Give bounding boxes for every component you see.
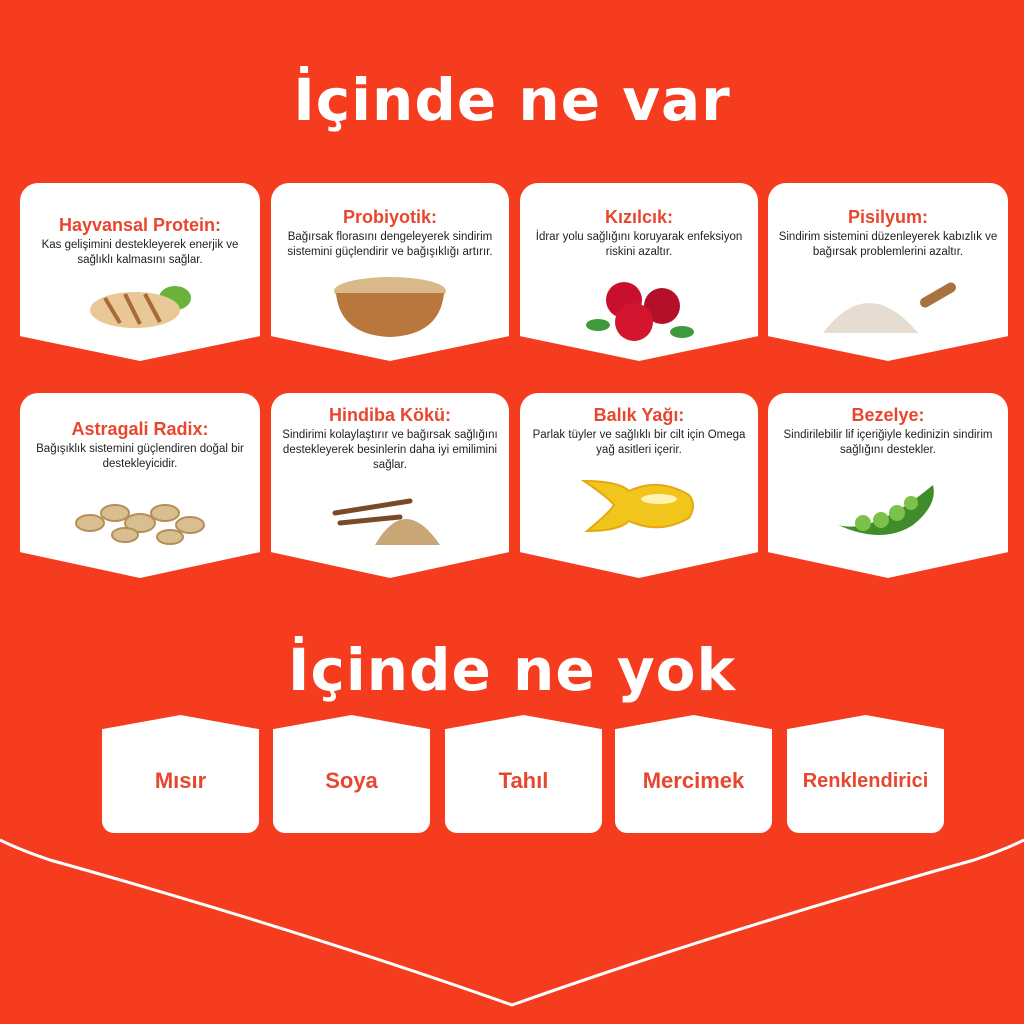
excluded-label: Renklendirici [802,769,929,792]
ingredient-title: Hindiba Kökü: [329,405,451,425]
excluded-label: Mısır [154,768,207,793]
heading-present: İçinde ne var [293,66,731,134]
excluded-label: Tahıl [498,768,549,793]
heading-absent: İçinde ne yok [287,636,737,704]
ingredient-text: Sindirim sistemini düzenleyerek kabızlık… [778,231,998,258]
excluded-item: Mercimek [615,715,772,833]
ingredient-text: Kas gelişimini destekleyerek enerjik ve … [41,239,239,266]
chicory-root-icon [332,498,440,545]
ingredient-title: Balık Yağı: [593,405,685,425]
ingredient-text: Sindirilebilir lif içeriğiyle kedinizin … [783,429,993,456]
powder-bowl-icon [334,277,446,337]
ingredient-text: Sindirimi kolaylaştırır ve bağırsak sağl… [282,429,498,471]
chicken-breast-icon [90,286,191,328]
ingredient-title: Hayvansal Protein: [58,215,222,235]
excluded-item: Renklendirici [787,715,944,833]
fish-oil-capsule-icon [580,479,694,533]
ingredient-card: Astragali Radix: Bağışıklık sistemini gü… [20,393,260,578]
pea-pod-icon [838,485,934,535]
ingredient-text: Bağışıklık sistemini güçlendiren doğal b… [36,443,244,470]
ingredient-card: Hindiba Kökü: Sindirimi kolaylaştırır ve… [271,393,509,578]
excluded-item: Soya [273,715,430,833]
ingredient-text: Bağırsak florasını dengeleyerek sindirim… [287,231,493,258]
excluded-label: Soya [325,768,378,793]
ingredient-title: Probiyotik: [342,207,437,227]
ingredient-card: Probiyotik: Bağırsak florasını dengeleye… [271,183,509,361]
excluded-label: Mercimek [642,768,745,793]
psyllium-powder-icon [823,282,956,333]
ingredient-card: Hayvansal Protein: Kas gelişimini destek… [20,183,260,361]
ingredient-title: Astragali Radix: [71,419,209,439]
excluded-item: Mısır [102,715,259,833]
ingredient-card: Balık Yağı: Parlak tüyler ve sağlıklı bi… [520,393,758,578]
ingredient-title: Bezelye: [851,405,925,425]
ingredient-card: Bezelye: Sindirilebilir lif içeriğiyle k… [768,393,1008,578]
ingredient-text: Parlak tüyler ve sağlıklı bir cilt için … [532,429,746,456]
root-slices-icon [75,504,205,545]
cranberry-icon [586,282,694,341]
excluded-item: Tahıl [445,715,602,833]
ingredient-title: Pisilyum: [847,207,929,227]
ingredient-title: Kızılcık: [604,207,674,227]
ingredient-text: İdrar yolu sağlığını koruyarak enfeksiyo… [535,231,743,258]
ingredient-card: Kızılcık: İdrar yolu sağlığını koruyarak… [520,183,758,361]
ingredient-card: Pisilyum: Sindirim sistemini düzenleyere… [768,183,1008,361]
